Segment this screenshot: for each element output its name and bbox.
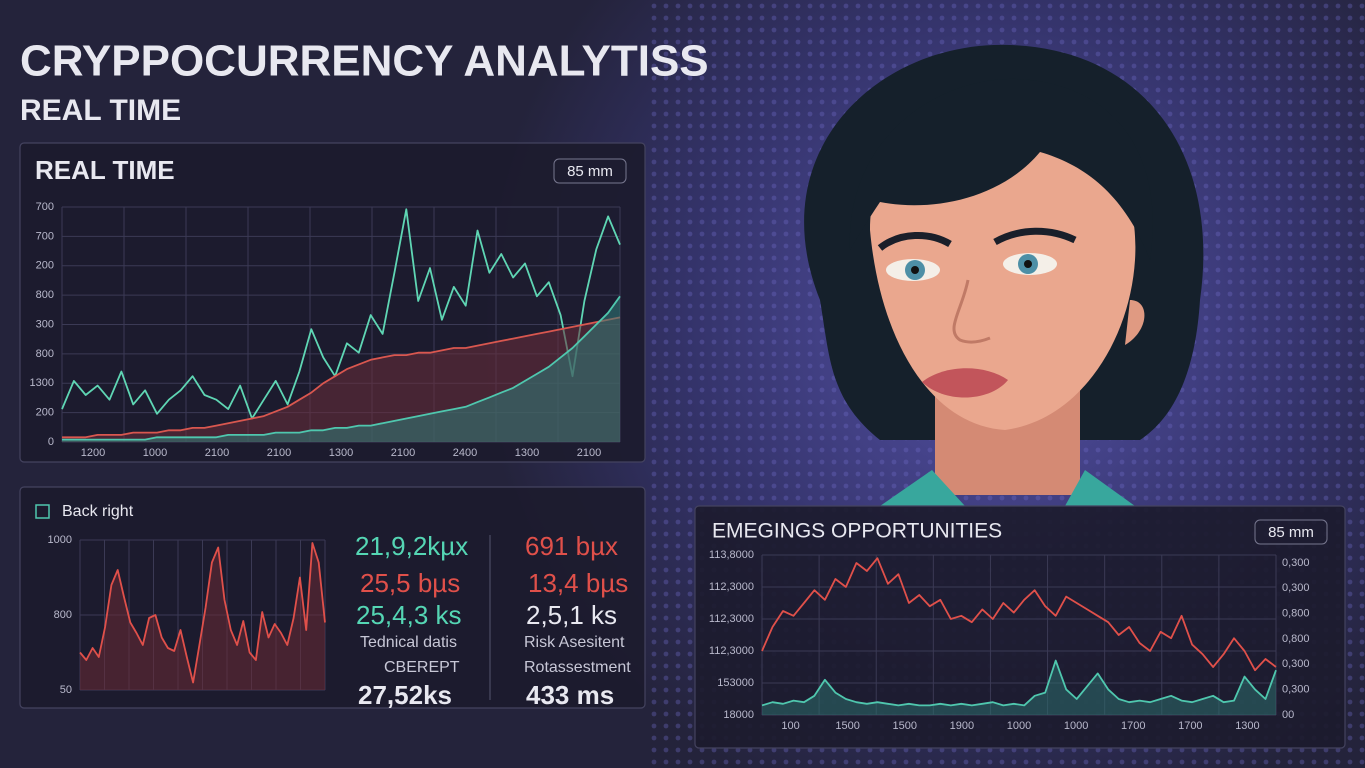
line xyxy=(761,557,1277,672)
stat-label: Tednical datis xyxy=(360,634,457,651)
y-tick-label: 1000 xyxy=(48,534,72,546)
pupil xyxy=(1024,260,1032,268)
y2-tick-label: 00 xyxy=(1282,709,1294,721)
badge: 85 mm xyxy=(1268,524,1314,541)
x-tick-label: 2100 xyxy=(267,447,291,459)
y2-tick-label: 0,300 xyxy=(1282,658,1310,670)
line xyxy=(62,295,621,441)
panel-title: REAL TIME xyxy=(35,155,175,185)
panel-title: Back right xyxy=(62,503,134,520)
x-tick-label: 100 xyxy=(781,720,799,732)
stat-value: 433 ms xyxy=(526,680,614,710)
panel-title: EMEGINGS OPPORTUNITIES xyxy=(712,520,1002,543)
y-tick-label: 18000 xyxy=(723,709,754,721)
y-tick-label: 800 xyxy=(54,609,72,621)
ear xyxy=(1125,300,1145,345)
panel xyxy=(694,505,1346,749)
stat-value: 21,9,2kµx xyxy=(355,531,468,561)
x-tick-label: 1700 xyxy=(1178,720,1202,732)
brow xyxy=(877,231,952,251)
x-tick-label: 1500 xyxy=(893,720,917,732)
icon xyxy=(35,504,50,519)
y-tick-label: 300 xyxy=(36,318,54,330)
y-tick-label: 112,3000 xyxy=(709,581,754,593)
badge-box xyxy=(1254,519,1328,545)
x-tick-label: 2400 xyxy=(453,447,477,459)
y-tick-label: 112,3000 xyxy=(709,613,754,625)
y-tick-label: 800 xyxy=(36,348,54,360)
stat-label: Rotassestment xyxy=(524,659,631,676)
x-tick-label: 1300 xyxy=(515,447,539,459)
stat-label: CBEREPT xyxy=(384,659,460,676)
pupil xyxy=(911,266,919,274)
line xyxy=(61,208,621,420)
y2-tick-label: 0,800 xyxy=(1282,633,1310,645)
y-tick-label: 50 xyxy=(60,684,72,696)
y-tick-label: 0 xyxy=(48,436,54,448)
y-tick-label: 200 xyxy=(36,260,54,272)
collar xyxy=(880,470,965,506)
x-tick-label: 1000 xyxy=(143,447,167,459)
portrait xyxy=(804,44,1204,506)
y-tick-label: 153000 xyxy=(717,677,754,689)
stat-value: 25,4,3 ks xyxy=(356,600,462,630)
y2-tick-label: 0,300 xyxy=(1282,582,1310,594)
area xyxy=(762,660,1276,715)
badge: 85 mm xyxy=(567,163,613,180)
y2-tick-label: 0,300 xyxy=(1282,557,1310,569)
x-tick-label: 1900 xyxy=(950,720,974,732)
page-title: CRYPPOCURRENCY ANALYTISS xyxy=(20,37,709,86)
y-tick-label: 113,8000 xyxy=(709,549,754,561)
stat-value: 13,4 bµs xyxy=(528,568,628,598)
page-subtitle: REAL TIME xyxy=(20,94,181,127)
stat-value: 691 bµx xyxy=(525,531,618,561)
line xyxy=(79,542,326,684)
x-tick-label: 1500 xyxy=(835,720,859,732)
y-tick-label: 800 xyxy=(36,289,54,301)
x-tick-label: 2100 xyxy=(391,447,415,459)
brow xyxy=(993,227,1077,246)
fringe xyxy=(849,78,1153,260)
badge-box xyxy=(553,158,627,184)
x-tick-label: 1000 xyxy=(1007,720,1031,732)
plots: 700 700 200 800 300 800 1300 200 0 1200 1000 2100 21… xyxy=(30,201,1310,732)
x-tick-label: 1000 xyxy=(1064,720,1088,732)
y-tick-label: 1300 xyxy=(30,377,54,389)
collar xyxy=(1065,470,1135,506)
area xyxy=(80,543,325,690)
stat-value: 2,5,1 ks xyxy=(526,600,617,630)
x-tick-label: 2100 xyxy=(205,447,229,459)
stat-value: 27,52ks xyxy=(358,680,452,710)
y-tick-label: 700 xyxy=(36,201,54,213)
x-tick-label: 1200 xyxy=(81,447,105,459)
y-tick-label: 200 xyxy=(36,407,54,419)
y2-tick-label: 0,300 xyxy=(1282,684,1310,696)
nose xyxy=(952,279,991,344)
stat-value: 25,5 bµs xyxy=(360,568,460,598)
x-tick-label: 1700 xyxy=(1121,720,1145,732)
lips xyxy=(922,368,1008,398)
line xyxy=(62,316,621,439)
y2-tick-label: 0,800 xyxy=(1282,608,1310,620)
area xyxy=(62,296,620,442)
x-tick-label: 1300 xyxy=(329,447,353,459)
y-tick-label: 700 xyxy=(36,230,54,242)
x-tick-label: 1300 xyxy=(1235,720,1259,732)
stat-label: Risk Asesitent xyxy=(524,634,625,651)
line xyxy=(761,659,1277,707)
x-tick-label: 2100 xyxy=(577,447,601,459)
y-tick-label: 112,3000 xyxy=(709,645,754,657)
